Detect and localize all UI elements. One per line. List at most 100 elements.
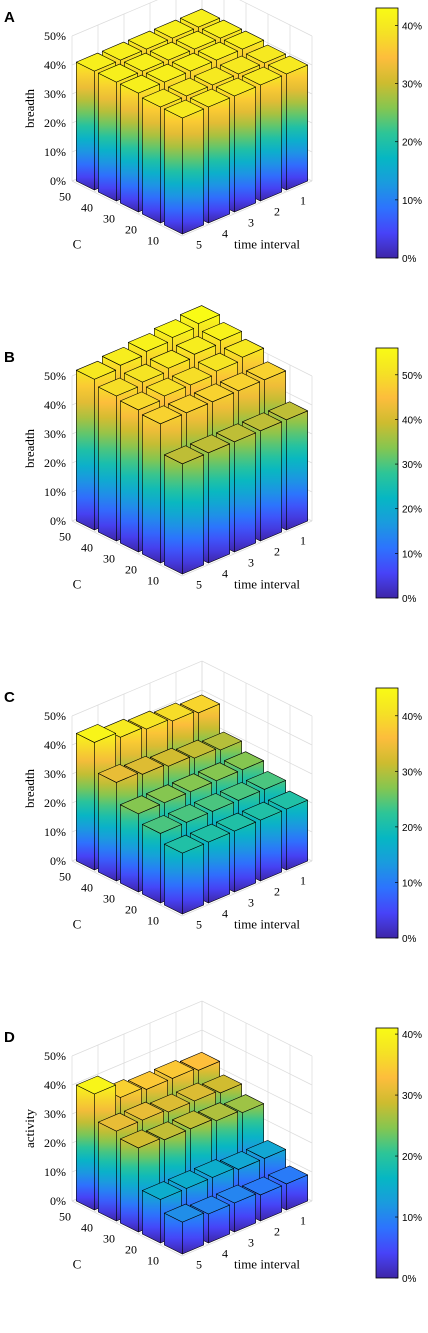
time-tick-label: 2 — [274, 205, 280, 219]
bar — [164, 445, 204, 575]
time-tick-label: 2 — [274, 545, 280, 559]
time-tick-label: 4 — [222, 907, 228, 921]
colorbar-tick-label: 0% — [402, 1274, 417, 1285]
colorbar: 0% 10% 20% 30% 40% — [375, 687, 422, 945]
z-tick-label: 20% — [44, 1136, 66, 1150]
c-tick-label: 20 — [125, 223, 137, 237]
time-tick-label: 1 — [300, 194, 306, 208]
colorbar-gradient — [376, 8, 398, 258]
time-axis-label: time interval — [234, 237, 300, 252]
z-tick-label: 0% — [50, 1194, 66, 1208]
c-tick-label: 10 — [147, 914, 159, 928]
z-tick-labels: 0% 10% 20% 30% 40% 50% — [44, 29, 66, 188]
z-tick-label: 30% — [44, 87, 66, 101]
panel-letter: D — [4, 1029, 15, 1046]
colorbar: 0% 10% 20% 30% 40% 50% — [375, 347, 422, 605]
z-tick-label: 20% — [44, 456, 66, 470]
time-tick-label: 4 — [222, 1247, 228, 1261]
z-tick-label: 50% — [44, 369, 66, 383]
colorbar-tick-label: 0% — [402, 254, 417, 265]
time-tick-labels: 1 2 3 4 5 — [196, 194, 306, 252]
z-tick-label: 20% — [44, 116, 66, 130]
bars — [76, 694, 308, 915]
c-axis-label: C — [73, 917, 82, 932]
panel-letter: B — [4, 349, 15, 366]
colorbar: 0% 10% 20% 30% 40% — [375, 1027, 422, 1285]
colorbar-tick-label: 30% — [402, 460, 422, 471]
c-tick-label: 50 — [59, 530, 71, 544]
z-tick-label: 0% — [50, 854, 66, 868]
colorbar-tick-label: 40% — [402, 21, 422, 32]
z-tick-label: 10% — [44, 485, 66, 499]
z-axis-label: breadth — [22, 769, 37, 808]
time-axis-label: time interval — [234, 1257, 300, 1272]
z-tick-label: 30% — [44, 1107, 66, 1121]
colorbar-tick-label: 30% — [402, 80, 422, 91]
bar — [164, 1203, 204, 1255]
c-axis-label: C — [73, 577, 82, 592]
c-tick-label: 10 — [147, 1254, 159, 1268]
c-tick-label: 20 — [125, 563, 137, 577]
panel-a: 0%10%20%30%40%50%breadth1020304050C12345… — [4, 0, 422, 265]
c-tick-label: 10 — [147, 234, 159, 248]
time-tick-label: 1 — [300, 534, 306, 548]
c-tick-label: 40 — [81, 541, 93, 555]
z-tick-label: 0% — [50, 174, 66, 188]
time-tick-label: 3 — [248, 1236, 254, 1250]
time-tick-label: 5 — [196, 1258, 202, 1272]
z-tick-label: 50% — [44, 1049, 66, 1063]
panel-c: 0%10%20%30%40%50%breadth1020304050C12345… — [4, 660, 422, 945]
c-tick-label: 30 — [103, 892, 115, 906]
time-tick-label: 5 — [196, 238, 202, 252]
z-tick-label: 40% — [44, 58, 66, 72]
time-axis-label: time interval — [234, 917, 300, 932]
colorbar-gradient — [376, 348, 398, 598]
c-tick-label: 40 — [81, 1221, 93, 1235]
bar — [120, 1129, 160, 1233]
panel-d: 0%10%20%30%40%50%activity1020304050C1234… — [4, 1000, 422, 1285]
c-tick-label: 30 — [103, 212, 115, 226]
colorbar-tick-label: 0% — [402, 594, 417, 605]
time-tick-label: 3 — [248, 896, 254, 910]
c-tick-label: 20 — [125, 903, 137, 917]
time-tick-label: 3 — [248, 216, 254, 230]
colorbar-tick-label: 40% — [402, 415, 422, 426]
colorbar-tick-label: 20% — [402, 138, 422, 149]
colorbar-tick-label: 0% — [402, 934, 417, 945]
c-tick-labels: 10 20 30 40 50 — [59, 1210, 159, 1268]
c-tick-label: 40 — [81, 881, 93, 895]
z-axis-label: breadth — [22, 89, 37, 128]
colorbar-tick-label: 30% — [402, 1091, 422, 1102]
z-tick-label: 30% — [44, 767, 66, 781]
time-tick-labels: 1 2 3 4 5 — [196, 1214, 306, 1272]
colorbar-gradient — [376, 688, 398, 938]
time-tick-label: 2 — [274, 885, 280, 899]
c-tick-label: 20 — [125, 1243, 137, 1257]
z-tick-label: 50% — [44, 29, 66, 43]
z-tick-label: 40% — [44, 738, 66, 752]
time-tick-label: 5 — [196, 578, 202, 592]
time-tick-labels: 1 2 3 4 5 — [196, 534, 306, 592]
bars — [76, 305, 308, 575]
z-tick-labels: 0% 10% 20% 30% 40% 50% — [44, 369, 66, 528]
z-tick-label: 10% — [44, 1165, 66, 1179]
c-tick-labels: 10 20 30 40 50 — [59, 530, 159, 588]
colorbar-tick-label: 20% — [402, 1152, 422, 1163]
z-tick-label: 20% — [44, 796, 66, 810]
time-tick-label: 2 — [274, 1225, 280, 1239]
time-tick-labels: 1 2 3 4 5 — [196, 874, 306, 932]
z-tick-label: 10% — [44, 145, 66, 159]
time-tick-label: 5 — [196, 918, 202, 932]
time-tick-label: 4 — [222, 567, 228, 581]
c-axis-label: C — [73, 237, 82, 252]
colorbar-tick-label: 10% — [402, 549, 422, 560]
bars — [76, 8, 308, 235]
z-tick-label: 30% — [44, 427, 66, 441]
colorbar-gradient — [376, 1028, 398, 1278]
z-tick-label: 40% — [44, 1078, 66, 1092]
colorbar-tick-label: 20% — [402, 823, 422, 834]
z-tick-label: 0% — [50, 514, 66, 528]
time-tick-label: 1 — [300, 1214, 306, 1228]
time-axis-label: time interval — [234, 577, 300, 592]
